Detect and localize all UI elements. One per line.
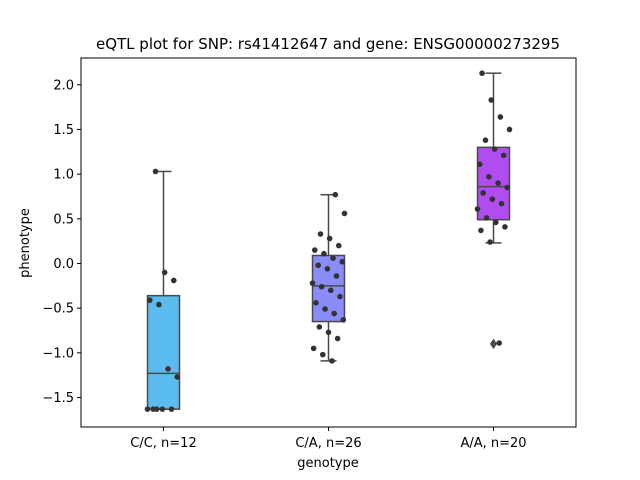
x-tick-label: A/A, n=20 <box>460 436 526 451</box>
data-point <box>496 340 503 346</box>
data-point <box>497 114 504 120</box>
data-point <box>315 262 322 269</box>
box <box>476 146 511 221</box>
data-point <box>156 301 162 308</box>
data-point <box>500 152 507 159</box>
y-tick-label: 2.0 <box>53 78 74 93</box>
x-tick-label: C/A, n=26 <box>295 436 361 451</box>
y-tick-label: −1.5 <box>42 391 74 406</box>
data-point <box>321 250 327 257</box>
plot-area: −1.5 −1.0 −0.5 0.0 0.5 1.0 1.5 2.0 C/C, n=12 C/A,… <box>42 57 577 451</box>
data-point <box>329 358 335 364</box>
y-axis-label: phenotype <box>18 208 33 278</box>
data-point <box>341 210 348 217</box>
chart-title: eQTL plot for SNP: rs41412647 and gene: … <box>96 35 560 53</box>
data-point <box>325 329 332 336</box>
y-tick-label: −0.5 <box>42 302 74 317</box>
data-point <box>144 406 151 412</box>
data-point <box>506 126 513 133</box>
data-point <box>327 287 334 294</box>
data-point <box>492 219 499 226</box>
data-point <box>146 297 153 303</box>
data-point <box>174 374 181 380</box>
data-point <box>339 258 346 265</box>
data-point <box>334 335 341 342</box>
y-tick-label: −1.0 <box>42 346 74 361</box>
y-tick-label: 1.5 <box>53 123 74 138</box>
plot-frame <box>80 57 577 428</box>
data-point <box>502 224 508 230</box>
outlier-marker <box>490 338 497 350</box>
data-point <box>318 283 325 290</box>
data-point <box>310 345 317 352</box>
data-point <box>476 161 483 168</box>
y-tick-label: 0.5 <box>53 212 74 227</box>
data-point <box>488 97 495 103</box>
data-point <box>340 316 347 323</box>
data-point <box>495 180 501 186</box>
data-point <box>337 293 343 300</box>
data-point <box>479 70 485 76</box>
data-point <box>165 366 171 372</box>
data-point <box>326 235 333 242</box>
data-point <box>317 231 324 237</box>
data-point <box>489 196 496 202</box>
data-point <box>478 227 484 234</box>
data-point <box>333 273 340 279</box>
data-point <box>311 247 318 253</box>
data-point <box>170 277 177 284</box>
data-point <box>316 324 323 330</box>
data-point <box>309 280 316 286</box>
data-point <box>504 184 511 191</box>
data-point <box>483 215 490 221</box>
x-axis-label: genotype <box>297 456 358 471</box>
data-point <box>487 239 493 245</box>
data-point <box>482 137 489 143</box>
data-point <box>322 306 328 312</box>
data-point <box>335 242 342 249</box>
y-tick-label: 0.0 <box>53 257 74 272</box>
data-point <box>491 146 498 152</box>
y-tick-label: 1.0 <box>53 168 74 183</box>
data-point <box>168 406 175 412</box>
data-point <box>474 206 481 212</box>
data-point <box>486 174 492 180</box>
data-point <box>161 269 168 276</box>
data-point <box>331 310 338 317</box>
x-tick-label: C/C, n=12 <box>130 436 196 451</box>
data-point <box>313 300 319 306</box>
data-point <box>159 406 166 412</box>
box <box>146 294 181 410</box>
data-point <box>330 255 336 261</box>
data-point <box>324 266 331 272</box>
data-point <box>498 200 505 207</box>
data-point <box>319 351 326 358</box>
data-point <box>332 191 339 198</box>
data-point <box>153 406 160 412</box>
data-point <box>152 168 159 175</box>
data-point <box>480 190 487 196</box>
